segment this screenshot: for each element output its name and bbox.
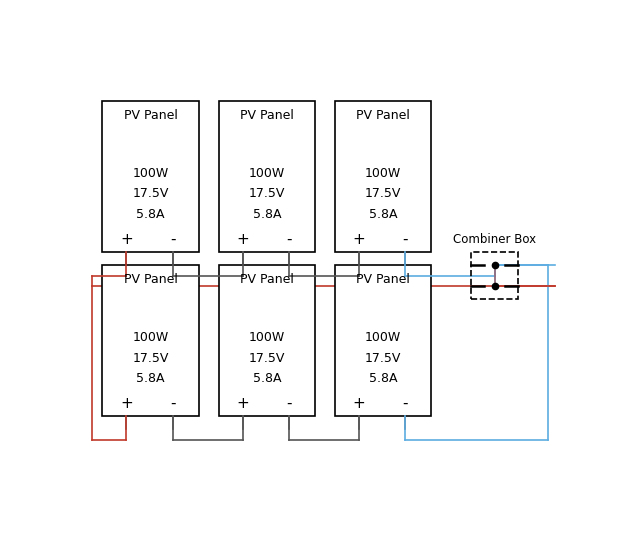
Text: 5.8A: 5.8A (252, 208, 281, 220)
Text: Combiner Box: Combiner Box (453, 233, 536, 245)
Text: 5.8A: 5.8A (136, 372, 165, 385)
Text: 5.8A: 5.8A (369, 208, 397, 220)
Bar (219, 265, 315, 416)
Text: +: + (353, 232, 366, 247)
Text: 100W: 100W (132, 331, 169, 344)
Text: PV Panel: PV Panel (240, 109, 294, 122)
Text: -: - (170, 396, 175, 411)
Text: 17.5V: 17.5V (249, 351, 285, 365)
Text: 100W: 100W (249, 167, 285, 180)
Bar (102, 265, 199, 416)
Bar (335, 265, 431, 416)
Text: 17.5V: 17.5V (132, 187, 169, 201)
Text: -: - (403, 232, 408, 247)
Text: 5.8A: 5.8A (369, 372, 397, 385)
Text: +: + (120, 396, 133, 411)
Text: +: + (353, 396, 366, 411)
Bar (219, 101, 315, 252)
Text: +: + (120, 232, 133, 247)
Text: 100W: 100W (365, 167, 401, 180)
Text: 17.5V: 17.5V (132, 351, 169, 365)
Text: PV Panel: PV Panel (123, 273, 178, 286)
Text: +: + (236, 232, 249, 247)
Text: PV Panel: PV Panel (357, 273, 410, 286)
Text: 5.8A: 5.8A (252, 372, 281, 385)
Text: 17.5V: 17.5V (365, 351, 401, 365)
Text: PV Panel: PV Panel (123, 109, 178, 122)
Text: 5.8A: 5.8A (136, 208, 165, 220)
Text: 17.5V: 17.5V (249, 187, 285, 201)
Text: -: - (286, 232, 292, 247)
Text: PV Panel: PV Panel (357, 109, 410, 122)
Bar (335, 101, 431, 252)
Text: +: + (236, 396, 249, 411)
Text: PV Panel: PV Panel (240, 273, 294, 286)
Text: 17.5V: 17.5V (365, 187, 401, 201)
Text: -: - (403, 396, 408, 411)
Text: 100W: 100W (365, 331, 401, 344)
Bar (102, 101, 199, 252)
Text: 100W: 100W (249, 331, 285, 344)
Text: 100W: 100W (132, 167, 169, 180)
Text: -: - (170, 232, 175, 247)
Text: -: - (286, 396, 292, 411)
Bar (471, 252, 518, 299)
